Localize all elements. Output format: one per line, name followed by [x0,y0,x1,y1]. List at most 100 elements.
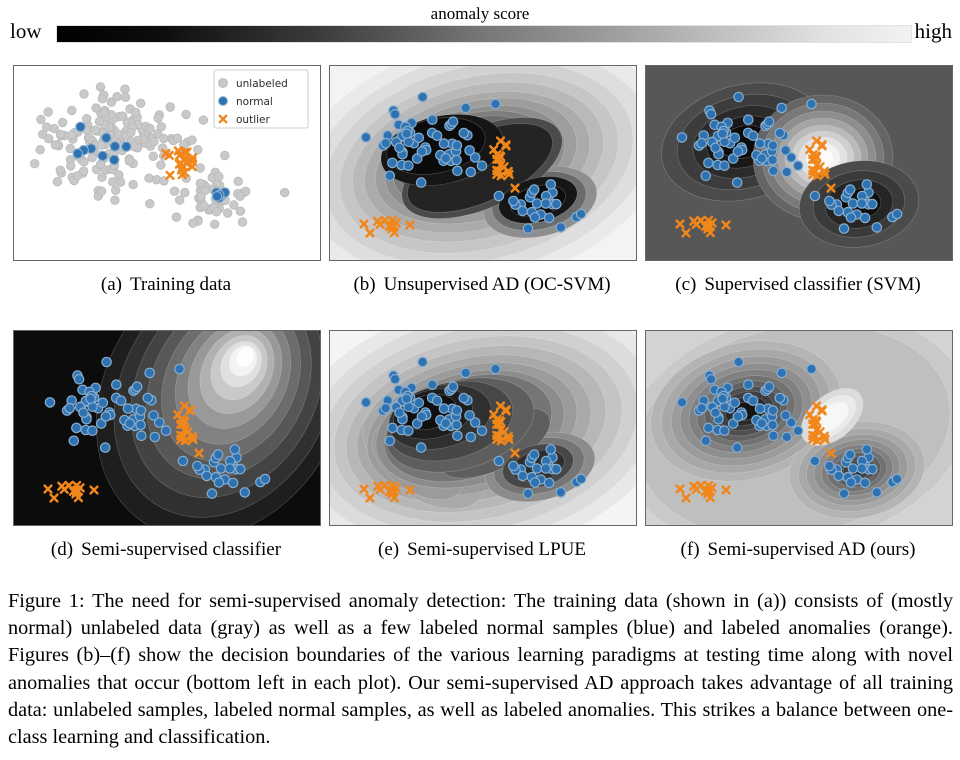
normal-point [101,132,112,144]
unlabeled-point [30,158,40,169]
normal-point [756,418,768,429]
plot-semisupervised-lpue [329,330,637,526]
normal-point [460,367,471,379]
subcaption-d-tag: (d) [50,539,74,560]
unlabeled-point [171,212,182,222]
normal-point [413,397,425,409]
subcaption-a: (a) Training data [13,272,319,298]
normal-point [438,403,450,414]
normal-point [490,363,501,375]
unlabeled-point [117,111,128,121]
unlabeled-point [156,160,166,170]
normal-point [780,410,791,421]
normal-point [517,205,528,217]
outlier-point [510,448,520,458]
panel-a: unlabeled normal outlier [13,65,321,261]
legend-label-outlier: outlier [236,114,270,126]
normal-point [833,470,844,482]
outlier-point [89,485,99,495]
normal-point [792,160,804,171]
outlier-point [510,183,520,193]
normal-point [431,395,443,406]
normal-point [211,191,223,202]
normal-point [719,160,730,171]
scatter-layer [43,356,271,503]
unlabeled-point [110,195,120,205]
normal-point [458,392,470,404]
unlabeled-point [107,177,118,187]
normal-point [508,195,519,207]
normal-point [824,195,835,207]
unlabeled-point [187,135,197,145]
normal-point [809,190,821,202]
normal-point [540,463,552,474]
unlabeled-point [156,122,167,132]
subcaption-e-text: Semi-supervised LPUE [407,539,586,560]
normal-point [859,477,871,489]
normal-point [213,477,225,488]
plot-supervised-classifier [645,65,953,261]
normal-point [206,488,218,499]
normal-point [781,431,793,443]
normal-point [700,435,712,447]
normal-point [403,160,414,171]
normal-point [360,397,372,408]
normal-point [847,198,859,209]
subcaption-f-text: Semi-supervised AD (ours) [707,539,916,560]
normal-point [774,392,786,404]
outlier-point [681,493,691,503]
subcaption-f: (f) Semi-supervised AD (ours) [645,537,951,563]
normal-point [490,98,501,110]
normal-point [756,153,768,164]
subcaption-c-text: Supervised classifier (SVM) [704,274,921,295]
unlabeled-point [35,144,45,155]
normal-point [551,198,562,210]
normal-point [438,138,450,149]
normal-point [555,222,567,233]
normal-point [781,166,793,178]
normal-point [717,128,728,139]
normal-point [856,198,868,209]
normal-point [540,198,552,209]
normal-point [575,473,587,485]
normal-point [806,363,817,375]
normal-point [469,417,481,428]
normal-point [401,128,412,139]
normal-point [700,170,712,182]
outlier-point [405,220,415,230]
subcaption-a-text: Training data [129,274,232,295]
normal-point [522,488,534,499]
subcaption-e-tag: (e) [378,539,400,560]
unlabeled-point [67,105,77,116]
unlabeled-point [199,201,209,211]
subcaption-c-tag: (c) [675,274,697,295]
subcaption-e: (e) Semi-supervised LPUE [329,537,635,563]
unlabeled-point [235,206,246,216]
normal-point [44,397,56,408]
normal-point [72,148,84,159]
normal-point [215,463,227,474]
normal-point [710,407,721,418]
normal-point [192,460,203,472]
outlier-point [179,416,189,426]
normal-point [859,212,871,224]
normal-point [732,146,744,157]
normal-point [465,431,477,443]
normal-point [387,422,398,434]
normal-point [763,381,775,392]
normal-point [847,463,859,474]
unlabeled-point [91,103,101,113]
unlabeled-point [79,89,89,99]
outlier-point [405,485,415,495]
outlier-point [194,448,204,458]
legend-normal-marker [218,96,228,106]
scatter-layer [30,82,290,230]
normal-point [469,152,481,163]
legend-box [213,69,309,129]
normal-point [427,114,438,125]
normal-point [87,425,98,436]
normal-point [732,411,744,422]
normal-point [85,393,96,404]
normal-point [111,379,122,390]
normal-point [856,463,868,474]
